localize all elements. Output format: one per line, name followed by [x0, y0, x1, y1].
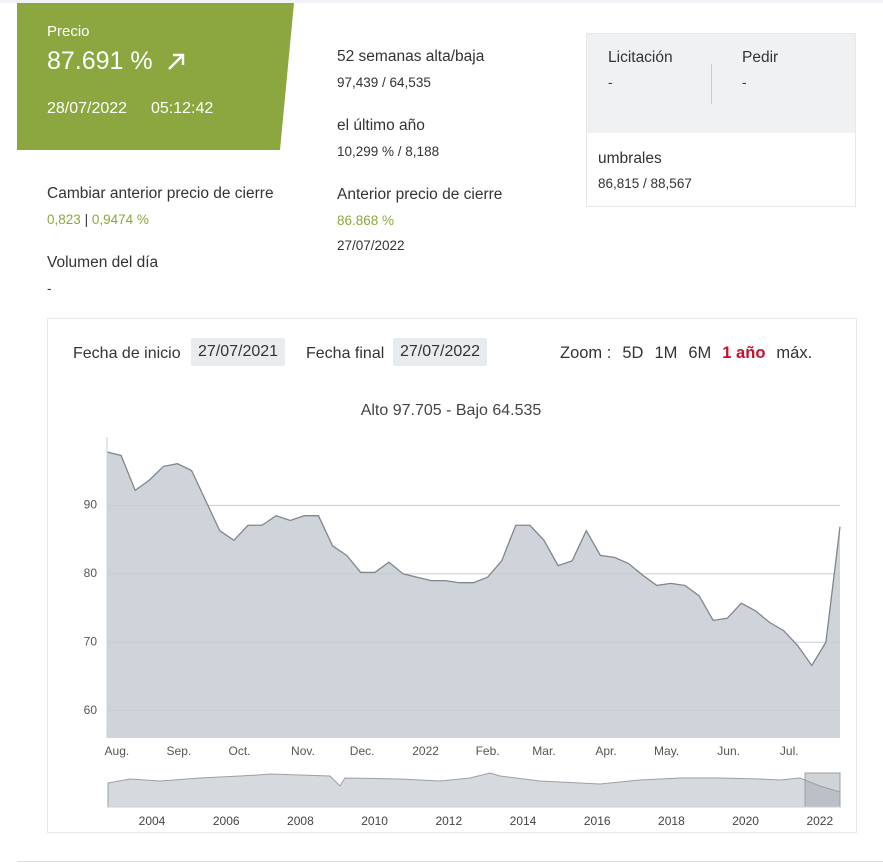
ask-value: -: [742, 75, 747, 90]
change-abs: 0,823: [47, 212, 81, 227]
x-tick-label: Apr.: [595, 744, 616, 758]
navigator-year: 2018: [658, 814, 685, 828]
zoom-option[interactable]: 1 año: [722, 344, 766, 362]
navigator-year: 2006: [213, 814, 240, 828]
start-label: Fecha de inicio: [73, 345, 181, 362]
prev-close-date: 27/07/2022: [337, 238, 405, 253]
stat-label: el último año: [337, 117, 425, 134]
chart-title: Alto 97.705 - Bajo 64.535: [361, 402, 542, 419]
x-tick-label: Mar.: [532, 744, 555, 758]
end-date[interactable]: 27/07/2022: [393, 338, 488, 366]
quote-divider: [711, 64, 712, 104]
zoom-option[interactable]: 5D: [622, 344, 644, 362]
y-tick-label: 70: [84, 634, 98, 648]
price-date: 28/07/2022: [47, 100, 128, 117]
x-tick-label: Jun.: [717, 744, 740, 758]
navigator-year: 2010: [361, 814, 388, 828]
volume-label: Volumen del día: [47, 254, 159, 271]
thresholds-value: 86,815 / 88,567: [598, 176, 692, 191]
y-tick-label: 80: [84, 566, 98, 580]
volume-value: -: [47, 281, 52, 296]
prev-close-label: Anterior precio de cierre: [337, 186, 503, 203]
x-tick-label: Jul.: [780, 744, 799, 758]
x-tick-label: 2022: [412, 744, 439, 758]
end-label: Fecha final: [306, 345, 385, 362]
navigator-year: 2016: [584, 814, 611, 828]
x-tick-label: Feb.: [476, 744, 500, 758]
x-tick-label: Sep.: [167, 744, 192, 758]
bottom-rule: [17, 861, 883, 862]
change-values: 0,823 | 0,9474 %: [47, 212, 149, 227]
x-tick-label: May.: [654, 744, 679, 758]
stat-value: 97,439 / 64,535: [337, 75, 431, 90]
navigator-year: 2008: [287, 814, 314, 828]
price-label: Precio: [47, 23, 90, 40]
price-panel: [17, 3, 294, 150]
stat-value: 10,299 % / 8,188: [337, 144, 440, 159]
navigator-series: [107, 772, 841, 808]
y-tick-label: 90: [84, 498, 98, 512]
bid-label: Licitación: [608, 49, 673, 66]
y-tick-label: 60: [84, 703, 98, 717]
navigator-year: 2012: [435, 814, 462, 828]
x-tick-label: Dec.: [350, 744, 375, 758]
zoom-option[interactable]: 1M: [654, 344, 678, 362]
line: [106, 451, 841, 667]
change-pct: 0,9474 %: [91, 212, 149, 227]
quote-head: [587, 34, 855, 133]
quote-box: [586, 33, 856, 207]
prev-close-value: 86.868 %: [337, 213, 395, 228]
bid-value: -: [608, 75, 613, 90]
navigator-year: 2020: [732, 814, 759, 828]
x-tick-label: Oct.: [228, 744, 250, 758]
zoom-label: Zoom :: [560, 344, 612, 362]
navigator-year: 2022: [806, 814, 833, 828]
ask-label: Pedir: [742, 49, 779, 66]
navigator-year: 2014: [510, 814, 537, 828]
change-sep: |: [84, 212, 89, 227]
zoom-bar: Zoom : 5D 1M 6M 1 año máx.: [560, 344, 812, 363]
chart: Alto 97.705 - Bajo 64.535 60 70 80 90 Aug. Se…: [84, 402, 841, 828]
navigator-year: 2004: [139, 814, 166, 828]
area: [107, 452, 840, 738]
change-label: Cambiar anterior precio de cierre: [47, 185, 274, 202]
start-date[interactable]: 27/07/2021: [191, 338, 286, 366]
thresholds-label: umbrales: [598, 150, 662, 167]
price-time: 05:12:42: [151, 100, 214, 117]
x-tick-label: Aug.: [105, 744, 130, 758]
stat-label: 52 semanas alta/baja: [337, 48, 485, 65]
top-rule: [0, 0, 883, 3]
zoom-option[interactable]: máx.: [776, 344, 813, 362]
price-value: 87.691 %: [47, 47, 153, 75]
navigator-window[interactable]: [804, 772, 841, 808]
chart-panel: [47, 318, 857, 833]
zoom-option[interactable]: 6M: [688, 344, 712, 362]
x-tick-label: Nov.: [291, 744, 315, 758]
